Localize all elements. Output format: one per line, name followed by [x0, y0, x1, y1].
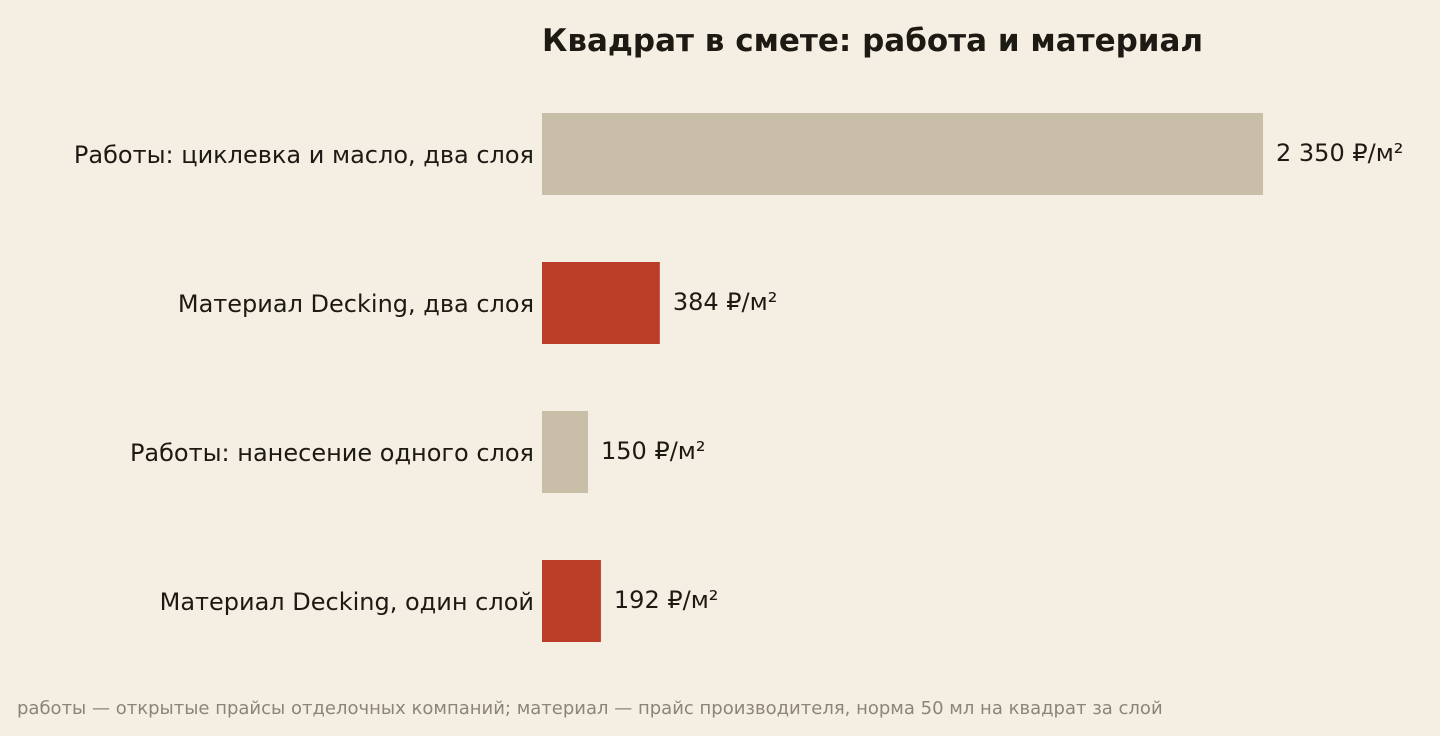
value-label: 2 350 ₽/м² [1276, 139, 1403, 167]
value-label: 150 ₽/м² [601, 437, 706, 465]
bar-work [542, 113, 1263, 195]
chart-footnote: работы — открытые прайсы отделочных комп… [17, 698, 1163, 719]
bar-material [542, 560, 601, 642]
value-labels: 2 350 ₽/м² 384 ₽/м² 150 ₽/м² 192 ₽/м² [601, 139, 1403, 614]
category-label: Материал Decking, один слой [160, 588, 534, 616]
category-labels: Работы: циклевка и масло, два слоя Матери… [74, 141, 534, 616]
value-label: 192 ₽/м² [614, 586, 719, 614]
chart-title: Квадрат в смете: работа и материал [542, 23, 1203, 59]
value-label: 384 ₽/м² [673, 288, 778, 316]
bar-work [542, 411, 589, 493]
bars-layer [542, 113, 1263, 642]
bar-material [542, 262, 660, 344]
category-label: Работы: циклевка и масло, два слоя [74, 141, 534, 169]
category-label: Работы: нанесение одного слоя [130, 439, 534, 467]
category-label: Материал Decking, два слоя [178, 290, 534, 318]
